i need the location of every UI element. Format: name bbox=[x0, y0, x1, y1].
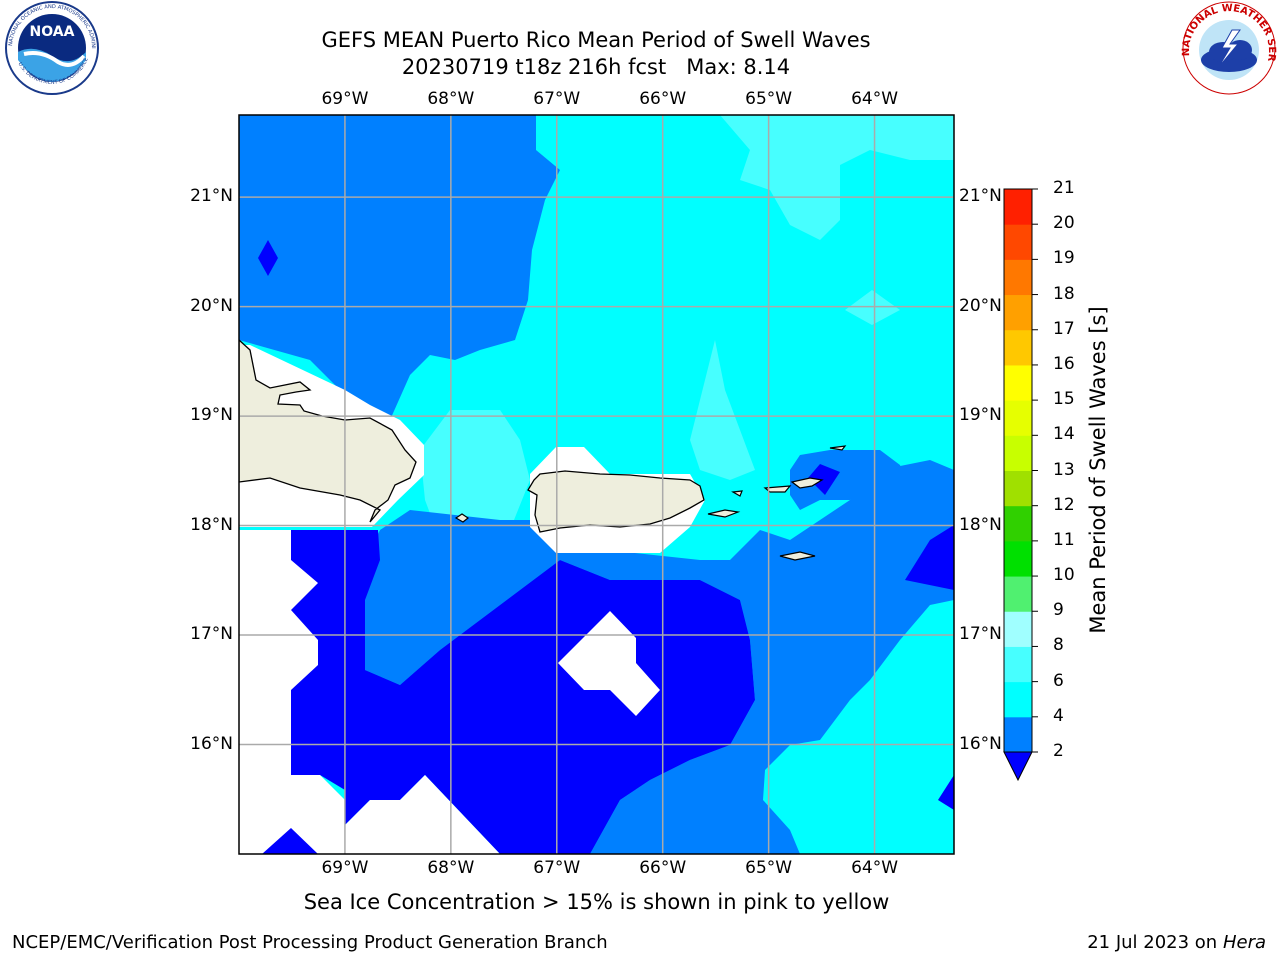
colorbar-band bbox=[1004, 470, 1032, 507]
mask-southwest-corner bbox=[262, 828, 318, 854]
colorbar-band bbox=[1004, 259, 1032, 296]
colorbar-band bbox=[1004, 540, 1032, 577]
colorbar-label: Mean Period of Swell Waves [s] bbox=[1086, 306, 1110, 634]
lat-tick-label: 18°N bbox=[959, 514, 1002, 535]
graticule bbox=[239, 115, 954, 854]
lat-tick-label: 20°N bbox=[190, 295, 233, 316]
colorbar-tick-label: 10 bbox=[1053, 565, 1075, 586]
colorbar-band bbox=[1004, 189, 1032, 225]
colorbar-tick-label: 17 bbox=[1053, 318, 1075, 339]
footer-date-text: 21 Jul 2023 on bbox=[1087, 932, 1223, 953]
contour-0-2-south bbox=[291, 530, 755, 854]
chart-title: GEFS MEAN Puerto Rico Mean Period of Swe… bbox=[321, 28, 871, 52]
chart-subtitle: 20230719 t18z 216h fcst Max: 8.14 bbox=[401, 55, 791, 79]
contour-0-2-east bbox=[905, 525, 954, 590]
colorbar-band bbox=[1004, 611, 1032, 647]
colorbar-band bbox=[1004, 329, 1032, 366]
colorbar bbox=[1003, 188, 1038, 782]
contour-2-4-east-islands bbox=[790, 450, 905, 510]
colorbar-band bbox=[1004, 576, 1032, 612]
colorbar-band bbox=[1004, 716, 1032, 753]
lat-tick-label: 16°N bbox=[959, 733, 1002, 754]
colorbar-tick-label: 12 bbox=[1053, 494, 1075, 515]
footer-producer: NCEP/EMC/Verification Post Processing Pr… bbox=[12, 932, 608, 953]
contour-6-8-east bbox=[845, 290, 900, 325]
lat-tick-label: 20°N bbox=[959, 295, 1002, 316]
colorbar-extend-min bbox=[1003, 751, 1033, 782]
contour-6-8-northeast bbox=[720, 115, 954, 240]
lon-tick-label: 64°W bbox=[851, 89, 899, 109]
land-puerto-rico bbox=[527, 470, 705, 533]
colorbar-band bbox=[1004, 435, 1032, 471]
colorbar-tick-label: 8 bbox=[1053, 635, 1064, 656]
colorbar-band bbox=[1004, 224, 1032, 260]
lat-tick-label: 19°N bbox=[959, 405, 1002, 426]
contour-0-2-islands bbox=[808, 464, 840, 495]
colorbar-band bbox=[1004, 681, 1032, 718]
contour-0-2-southeast bbox=[938, 775, 954, 810]
lon-tick-label: 67°W bbox=[533, 89, 581, 109]
lon-tick-label: 65°W bbox=[745, 858, 793, 878]
land-culebra bbox=[731, 490, 743, 497]
colorbar-tick-label: 2 bbox=[1053, 741, 1064, 761]
colorbar-band bbox=[1004, 400, 1032, 436]
colorbar-tick-label: 21 bbox=[1053, 178, 1075, 198]
land-st-croix bbox=[779, 551, 816, 561]
lon-tick-label: 69°W bbox=[321, 858, 369, 878]
contour-0-2-northwest bbox=[258, 240, 278, 276]
lat-tick-label: 16°N bbox=[190, 733, 233, 754]
colorbar-band bbox=[1004, 364, 1032, 401]
footer-date: 21 Jul 2023 on Hera bbox=[1087, 932, 1266, 953]
lat-tick-label: 21°N bbox=[959, 186, 1002, 207]
nws-logo: NATIONAL WEATHER SERVICE bbox=[1178, 0, 1277, 95]
colorbar-tick-label: 19 bbox=[1053, 248, 1075, 269]
contour-2-4-northwest bbox=[239, 115, 560, 420]
lon-tick-label: 68°W bbox=[427, 89, 475, 109]
land-hispaniola bbox=[239, 339, 417, 523]
map-frame bbox=[238, 114, 955, 855]
lon-tick-label: 67°W bbox=[533, 858, 581, 878]
lon-tick-label: 66°W bbox=[639, 858, 687, 878]
land-isla-saona-mona bbox=[454, 513, 470, 523]
colorbar-tick-label: 15 bbox=[1053, 389, 1075, 410]
colorbar-band bbox=[1004, 505, 1032, 542]
lon-tick-label: 65°W bbox=[745, 89, 793, 109]
colorbar-band bbox=[1004, 646, 1032, 683]
lon-tick-label: 69°W bbox=[321, 89, 369, 109]
lat-tick-label: 17°N bbox=[959, 624, 1002, 645]
sea-ice-note: Sea Ice Concentration > 15% is shown in … bbox=[303, 890, 890, 914]
colorbar-tick-label: 6 bbox=[1053, 670, 1064, 691]
land-anegada bbox=[829, 445, 847, 451]
noaa-logo: NOAA NATIONAL OCEANIC AND ATMOSPHERIC AD… bbox=[2, 0, 99, 95]
lat-tick-label: 17°N bbox=[190, 624, 233, 645]
land-vieques bbox=[707, 509, 741, 518]
colorbar-band bbox=[1004, 294, 1032, 331]
colorbar-tick-label: 20 bbox=[1053, 213, 1075, 234]
lon-tick-label: 66°W bbox=[639, 89, 687, 109]
lat-tick-label: 19°N bbox=[190, 405, 233, 426]
colorbar-tick-label: 9 bbox=[1053, 600, 1064, 621]
svg-text:NOAA: NOAA bbox=[30, 24, 75, 40]
mask-south-central bbox=[558, 611, 660, 716]
land-tortola bbox=[790, 477, 824, 489]
contour-6-8-central bbox=[690, 340, 755, 480]
contour-2-4-south bbox=[365, 460, 954, 854]
colorbar-tick-label: 18 bbox=[1053, 283, 1075, 304]
lon-tick-label: 64°W bbox=[851, 858, 899, 878]
colorbar-tick-label: 4 bbox=[1053, 705, 1064, 726]
mask-southwest bbox=[239, 530, 500, 854]
lat-tick-label: 21°N bbox=[190, 186, 233, 207]
colorbar-tick-label: 16 bbox=[1053, 353, 1075, 374]
lon-tick-label: 68°W bbox=[427, 858, 475, 878]
footer-host: Hera bbox=[1222, 932, 1266, 953]
colorbar-tick-label: 11 bbox=[1053, 529, 1075, 550]
lat-tick-label: 18°N bbox=[190, 514, 233, 535]
colorbar-tick-label: 13 bbox=[1053, 459, 1075, 480]
colorbar-tick-label: 14 bbox=[1053, 424, 1075, 445]
